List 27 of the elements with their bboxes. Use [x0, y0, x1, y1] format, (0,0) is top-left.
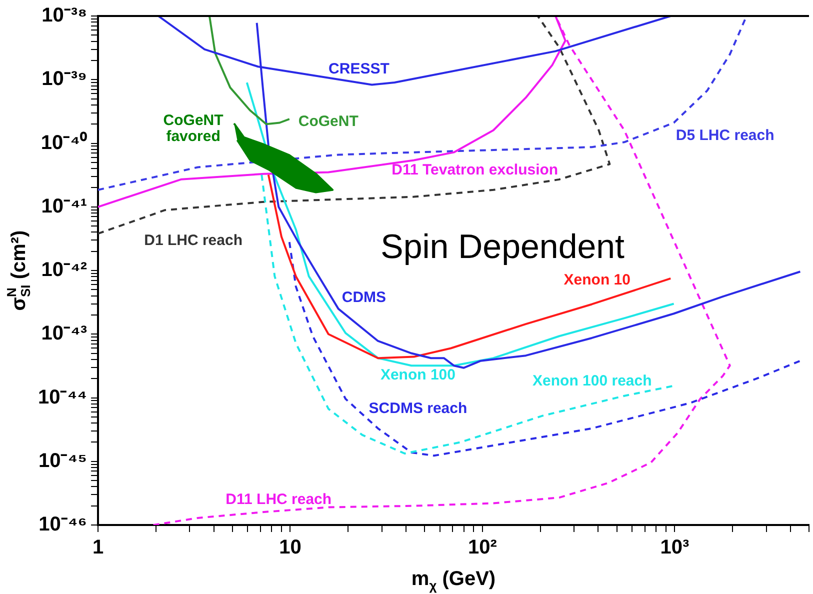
series-label: SCDMS reach	[368, 400, 468, 418]
series-label: Xenon 10	[564, 271, 630, 288]
y-tick-label: 10⁻⁴²	[41, 259, 88, 282]
x-tick-label: 10²	[468, 536, 498, 559]
y-tick-label: 10⁻⁴³	[41, 322, 88, 345]
y-tick-label: 10⁻³⁸	[42, 4, 88, 27]
x-tick-label: 10³	[660, 536, 690, 559]
series-label: Xenon 100 reach	[532, 372, 652, 390]
y-tick-label: 10⁻⁴⁰	[40, 130, 88, 154]
y-tick-label: 10⁻⁴⁴	[38, 386, 88, 408]
y-tick-label: 10⁻⁴⁵	[38, 450, 88, 472]
series-label: Xenon 100	[380, 366, 456, 384]
series-label: CRESST	[328, 60, 390, 78]
y-tick-label: 10⁻⁴⁶	[38, 514, 88, 536]
y-axis-title: σNSI (cm²)	[4, 230, 33, 311]
x-tick-label: 10	[279, 536, 302, 559]
series-label: D11 LHC reach	[226, 491, 332, 508]
series-label: D11 Tevatron exclusion	[392, 161, 558, 178]
annotation: Spin Dependent	[380, 228, 626, 266]
y-tick-label: 10⁻⁴¹	[41, 195, 88, 218]
series-label: CoGeNT	[298, 113, 358, 130]
y-tick-label: 10⁻³⁹	[42, 68, 88, 90]
series-label: D5 LHC reach	[676, 126, 774, 144]
series-label: CoGeNT favored	[163, 112, 224, 146]
x-tick-label: 1	[92, 536, 104, 559]
series-label: D1 LHC reach	[144, 232, 242, 250]
series-label: CDMS	[342, 289, 386, 306]
